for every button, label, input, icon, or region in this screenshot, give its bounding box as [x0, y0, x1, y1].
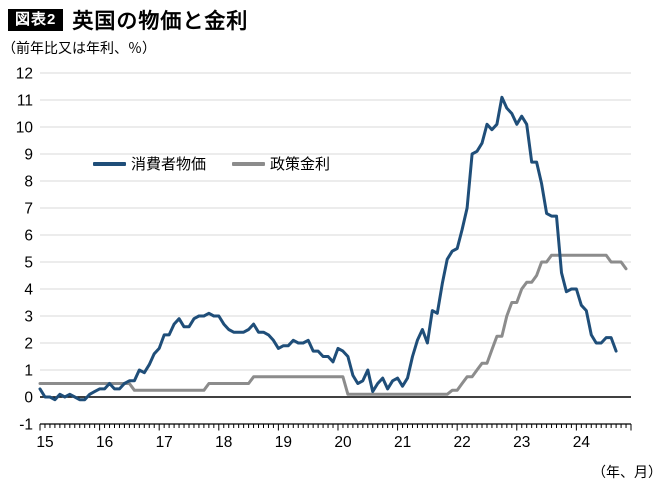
- series-line-政策金利: [38, 253, 628, 396]
- legend-label-policy-rate: 政策金利: [270, 156, 331, 173]
- figure-number-tag: 図表2: [8, 8, 64, 32]
- x-tick-label: 22: [454, 434, 471, 451]
- y-tick-label: 8: [24, 174, 33, 191]
- y-tick-label: 5: [24, 255, 33, 272]
- y-tick-label: 2: [24, 336, 33, 353]
- x-tick-label: 16: [96, 434, 113, 451]
- y-tick-label: 9: [24, 147, 33, 164]
- y-tick-label: -1: [19, 417, 33, 434]
- y-tick-label: 6: [24, 228, 33, 245]
- y-tick-label: 1: [24, 363, 33, 380]
- chart-legend: 消費者物価 政策金利: [93, 153, 330, 174]
- x-tick-label: 24: [573, 434, 591, 451]
- y-tick-label: 7: [24, 201, 33, 218]
- consumer-prices-line-swatch: [93, 161, 126, 166]
- x-tick-label: 23: [513, 434, 530, 451]
- policy-rate-line-swatch: [232, 161, 266, 166]
- x-tick-label: 18: [215, 434, 232, 451]
- y-tick-label: 3: [24, 309, 33, 326]
- x-tick-label: 20: [334, 434, 352, 451]
- x-tick-label: 19: [275, 434, 292, 451]
- series-line-消費者物価: [38, 95, 618, 402]
- x-tick-label: 17: [156, 434, 173, 451]
- x-tick-label: 21: [394, 434, 411, 451]
- y-tick-label: 12: [16, 66, 33, 83]
- y-tick-label: 10: [16, 120, 34, 137]
- figure-title: 英国の物価と金利: [72, 10, 249, 33]
- y-tick-label: 0: [24, 390, 33, 407]
- x-tick-label: 15: [36, 434, 53, 451]
- legend-item-policy-rate: 政策金利: [232, 153, 330, 174]
- x-axis-unit-note: （年、月）: [592, 464, 662, 480]
- y-axis-unit-note: （前年比又は年利、％）: [2, 40, 156, 56]
- y-tick-label: 4: [24, 282, 33, 299]
- figure-header: 図表2 英国の物価と金利: [8, 5, 248, 35]
- legend-item-consumer-prices: 消費者物価: [93, 153, 206, 174]
- legend-label-consumer-prices: 消費者物価: [131, 156, 207, 173]
- y-tick-label: 11: [17, 93, 33, 110]
